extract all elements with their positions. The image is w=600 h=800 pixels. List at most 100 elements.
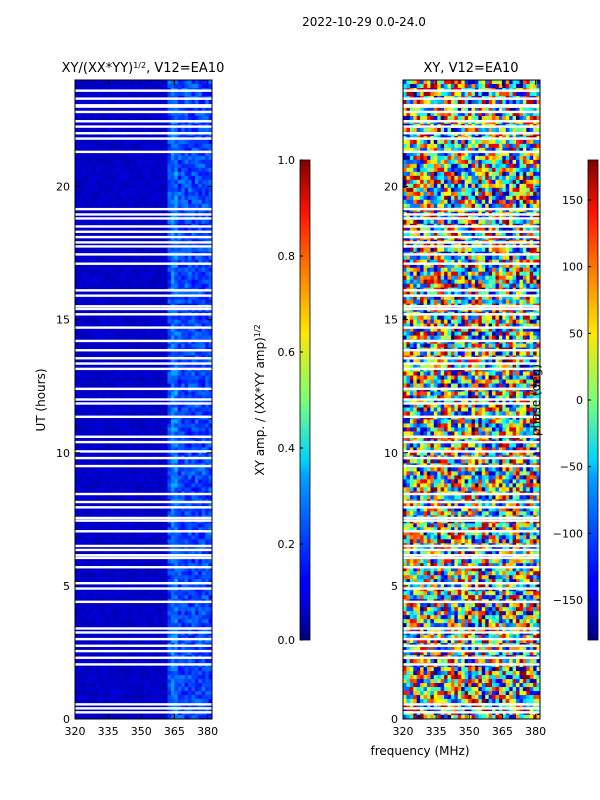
heatmap-cell xyxy=(119,383,124,388)
heatmap-cell xyxy=(105,567,110,572)
heatmap-cell xyxy=(129,427,134,432)
heatmap-cell xyxy=(126,203,131,209)
heatmap-cell xyxy=(102,115,107,121)
heatmap-cell xyxy=(188,411,192,416)
heatmap-cell xyxy=(164,351,168,356)
heatmap-cell xyxy=(129,279,134,285)
heatmap-cell xyxy=(102,80,107,85)
heatmap-cell xyxy=(116,315,120,321)
heatmap-cell xyxy=(129,107,134,113)
heatmap-cell xyxy=(143,155,148,161)
heatmap-cell xyxy=(133,487,138,492)
heatmap-cell xyxy=(81,80,86,85)
heatmap-cell xyxy=(184,255,189,261)
heatmap-cell xyxy=(98,335,103,340)
heatmap-cell xyxy=(153,323,158,329)
heatmap-cell xyxy=(140,183,144,189)
heatmap-cell xyxy=(88,315,93,321)
heatmap-cell xyxy=(112,535,117,540)
heatmap-cell xyxy=(198,479,203,484)
heatmap-cell xyxy=(174,83,179,89)
heatmap-cell xyxy=(136,183,141,189)
heatmap-cell xyxy=(129,343,134,348)
heatmap-cell xyxy=(146,431,151,436)
heatmap-cell xyxy=(126,83,131,89)
amplitude-panel-title: XY/(XX*YY)1/2, V12=EA10 xyxy=(62,61,225,77)
heatmap-cell xyxy=(208,191,213,197)
heatmap-cell xyxy=(188,399,192,404)
heatmap-cell xyxy=(208,315,213,321)
heatmap-cell xyxy=(98,299,103,305)
heatmap-cell xyxy=(112,231,117,237)
heatmap-cell xyxy=(88,115,93,121)
heatmap-cell xyxy=(150,99,155,105)
heatmap-cell xyxy=(133,407,138,412)
heatmap-cell xyxy=(105,535,110,540)
heatmap-cell xyxy=(119,219,124,225)
heatmap-cell xyxy=(194,179,199,185)
heatmap-cell xyxy=(75,511,79,516)
heatmap-cell xyxy=(143,447,148,452)
heatmap-cell xyxy=(102,511,107,516)
heatmap-cell xyxy=(164,391,168,396)
heatmap-cell xyxy=(181,507,185,512)
heatmap-cell xyxy=(160,503,165,508)
heatmap-cell xyxy=(157,487,162,492)
heatmap-cell xyxy=(167,399,172,404)
heatmap-cell xyxy=(177,275,182,281)
heatmap-cell xyxy=(129,395,134,400)
heatmap-cell xyxy=(85,431,90,436)
heatmap-cell xyxy=(140,259,144,265)
heatmap-cell xyxy=(136,279,141,285)
heatmap-cell xyxy=(170,523,175,528)
heatmap-cell xyxy=(109,375,114,380)
heatmap-cell xyxy=(133,91,138,97)
heatmap-cell xyxy=(184,291,189,297)
heatmap-cell xyxy=(119,447,124,452)
heatmap-cell xyxy=(167,315,172,321)
heatmap-cell xyxy=(105,299,110,305)
heatmap-cell xyxy=(95,259,100,265)
heatmap-cell xyxy=(184,427,189,432)
heatmap-cell xyxy=(133,351,138,356)
heatmap-cell xyxy=(109,571,114,576)
heatmap-cell xyxy=(129,383,134,388)
heatmap-cell xyxy=(153,247,158,253)
heatmap-cell xyxy=(105,143,110,149)
heatmap-cell xyxy=(122,411,127,416)
heatmap-cell xyxy=(98,359,103,364)
heatmap-cell xyxy=(150,151,155,157)
heatmap-cell xyxy=(177,259,182,265)
heatmap-cell xyxy=(184,283,189,289)
heatmap-cell xyxy=(184,447,189,452)
heatmap-cell xyxy=(167,255,172,261)
heatmap-cell xyxy=(78,323,83,329)
heatmap-cell xyxy=(98,295,103,301)
heatmap-cell xyxy=(184,139,189,145)
heatmap-cell xyxy=(150,259,155,265)
heatmap-cell xyxy=(157,351,162,356)
heatmap-cell xyxy=(119,263,124,269)
heatmap-cell xyxy=(116,175,120,181)
heatmap-cell xyxy=(205,571,209,576)
heatmap-cell xyxy=(198,359,203,364)
heatmap-cell xyxy=(150,479,155,484)
heatmap-cell xyxy=(146,315,151,321)
heatmap-cell xyxy=(112,203,117,209)
heatmap-cell xyxy=(177,395,182,400)
heatmap-cell xyxy=(126,371,131,376)
heatmap-cell xyxy=(174,527,179,532)
heatmap-cell xyxy=(164,271,168,277)
heatmap-cell xyxy=(81,115,86,121)
heatmap-cell xyxy=(153,175,158,181)
heatmap-cell xyxy=(98,99,103,105)
heatmap-cell xyxy=(146,231,151,237)
heatmap-cell xyxy=(109,163,114,169)
heatmap-cell xyxy=(119,99,124,105)
heatmap-cell xyxy=(208,527,213,532)
heatmap-cell xyxy=(116,375,120,380)
heatmap-cell xyxy=(205,259,209,265)
heatmap-cell xyxy=(184,471,189,476)
heatmap-cell xyxy=(98,91,103,97)
heatmap-cell xyxy=(133,107,138,113)
